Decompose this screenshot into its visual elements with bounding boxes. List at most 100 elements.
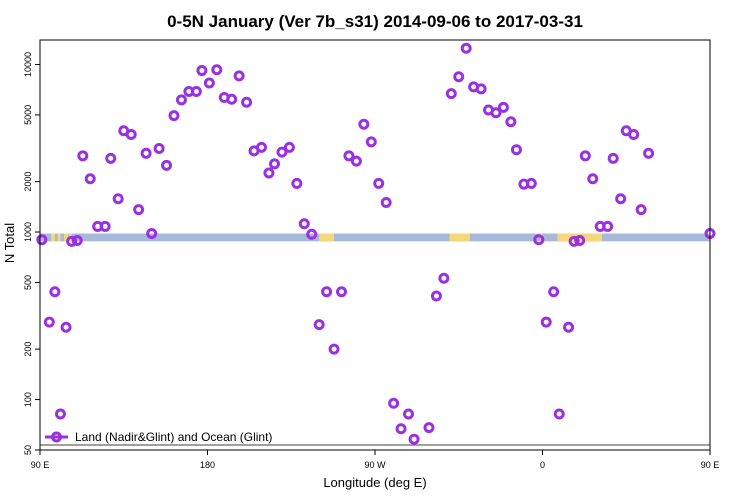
plot-frame	[39, 39, 711, 451]
observation-band	[40, 233, 710, 242]
data-point	[453, 71, 465, 83]
data-point	[423, 422, 435, 434]
data-point	[49, 286, 61, 298]
data-point	[77, 150, 89, 162]
data-point	[328, 343, 340, 355]
y-tick-label: 500	[23, 275, 33, 290]
data-point	[321, 286, 333, 298]
data-point	[190, 85, 202, 97]
data-point	[125, 129, 137, 141]
data-point	[579, 150, 591, 162]
band-land-segment	[57, 233, 61, 242]
y-tick-label: 2000	[23, 172, 33, 192]
data-point	[60, 321, 72, 333]
x-axis: 90 E 180 90 W 0 90 E	[31, 450, 720, 470]
data-point	[395, 423, 407, 435]
data-point	[269, 158, 280, 170]
data-point	[540, 316, 552, 328]
data-point	[105, 152, 117, 164]
chart-title: 0-5N January (Ver 7b_s31) 2014-09-06 to …	[167, 12, 583, 31]
data-point	[226, 93, 238, 105]
data-point	[263, 167, 275, 179]
data-point	[635, 204, 647, 216]
data-point	[445, 88, 457, 100]
data-point	[403, 408, 414, 420]
x-axis-label: Longitude (deg E)	[323, 475, 426, 490]
data-point	[607, 152, 619, 164]
band-ocean	[40, 233, 710, 242]
y-tick-label: 5000	[23, 105, 33, 125]
data-point	[168, 110, 180, 122]
data-point	[602, 220, 614, 232]
data-point	[36, 234, 48, 246]
x-tick-label: 0	[540, 460, 545, 470]
y-tick-label: 10000	[23, 52, 33, 77]
data-point	[615, 193, 627, 205]
data-point	[153, 143, 165, 155]
data-point	[298, 218, 310, 230]
x-tick-label: 90 E	[701, 460, 720, 470]
data-point	[460, 42, 472, 54]
data-point	[553, 408, 565, 420]
data-point	[43, 316, 55, 328]
data-point	[380, 197, 392, 209]
y-tick-label: 1000	[23, 222, 33, 242]
x-tick-label: 180	[200, 460, 215, 470]
data-point	[373, 177, 385, 189]
y-tick-label: 200	[23, 342, 33, 357]
data-point	[241, 96, 253, 108]
data-point	[525, 177, 537, 189]
y-axis: 50 100 200 500 1000 2000 5000 10000	[23, 52, 40, 455]
data-point	[438, 272, 450, 284]
data-point	[408, 433, 420, 445]
data-point	[112, 193, 124, 205]
data-point	[283, 141, 295, 153]
data-point	[291, 177, 303, 189]
data-point	[54, 408, 66, 420]
data-point	[84, 173, 96, 185]
legend: Land (Nadir&Glint) and Ocean (Glint)	[45, 430, 272, 444]
y-axis-label: N Total	[2, 223, 17, 263]
data-point	[490, 107, 502, 119]
data-point	[358, 118, 370, 130]
band-land-segment	[319, 233, 335, 242]
data-point	[140, 147, 152, 159]
y-tick-label: 50	[23, 445, 33, 455]
x-tick-label: 90 E	[31, 460, 50, 470]
data-point	[211, 64, 223, 76]
data-point	[313, 319, 325, 331]
data-point	[350, 155, 362, 167]
data-point	[71, 235, 83, 247]
data-point	[574, 235, 586, 247]
data-point	[175, 94, 187, 106]
data-point	[475, 83, 487, 95]
data-point	[587, 173, 599, 185]
data-point	[203, 77, 215, 89]
data-point	[161, 159, 173, 171]
band-land-segment	[449, 233, 470, 242]
data-point	[66, 235, 78, 247]
legend-marker	[51, 431, 62, 443]
data-point	[563, 321, 575, 333]
data-point	[388, 397, 400, 409]
data-point	[196, 65, 208, 77]
data-point	[99, 220, 111, 232]
x-tick-label: 90 W	[364, 460, 386, 470]
band-land-segment	[51, 233, 55, 242]
data-point	[306, 228, 318, 240]
data-point	[233, 70, 245, 82]
data-point	[255, 141, 267, 153]
data-point	[430, 290, 442, 302]
data-point	[336, 286, 347, 298]
data-point	[343, 150, 355, 162]
data-point	[497, 101, 509, 113]
data-point	[146, 227, 158, 239]
data-point	[133, 204, 145, 216]
y-tick-label: 100	[23, 392, 33, 407]
data-point	[276, 146, 288, 158]
data-point	[365, 136, 377, 148]
data-point	[533, 234, 545, 246]
data-point	[505, 116, 517, 128]
legend-label: Land (Nadir&Glint) and Ocean (Glint)	[75, 430, 272, 444]
